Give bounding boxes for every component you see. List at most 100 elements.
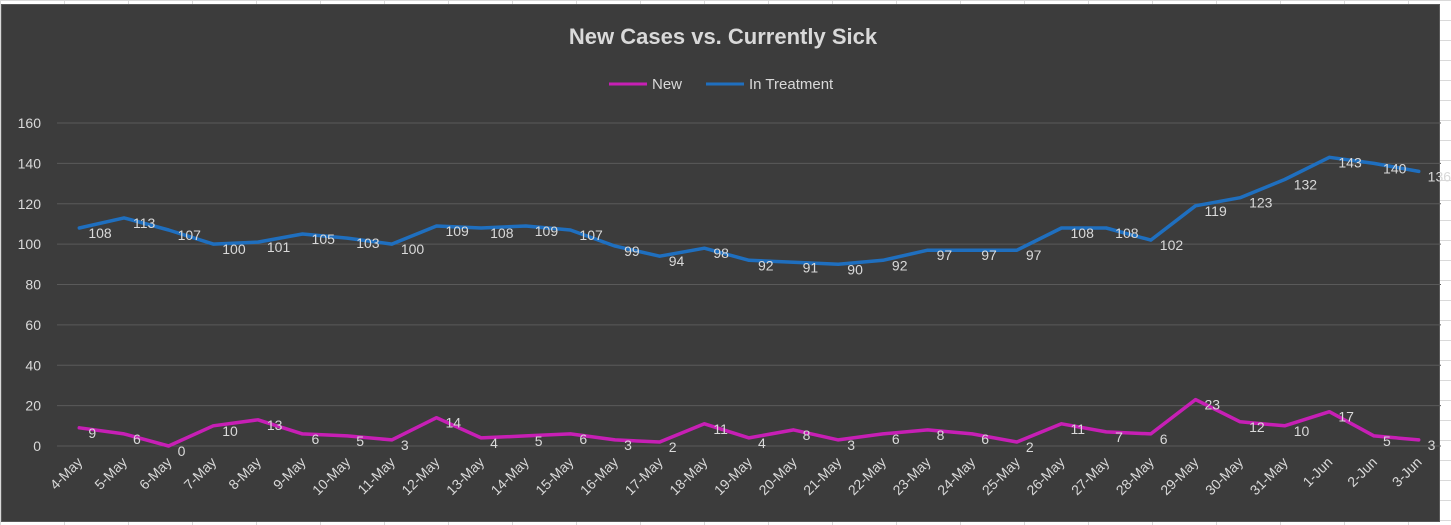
x-tick-label: 31-May xyxy=(1247,454,1291,498)
x-tick-label: 24-May xyxy=(934,454,978,498)
data-label: 5 xyxy=(356,433,364,449)
y-tick-label: 0 xyxy=(33,438,41,454)
data-label: 7 xyxy=(1115,429,1123,445)
data-label: 109 xyxy=(535,223,559,239)
data-label: 4 xyxy=(758,435,766,451)
x-tick-label: 27-May xyxy=(1068,454,1112,498)
data-label: 3 xyxy=(1428,437,1436,453)
x-tick-label: 19-May xyxy=(711,454,755,498)
data-label: 132 xyxy=(1294,177,1318,193)
x-tick-label: 20-May xyxy=(755,454,799,498)
data-label: 23 xyxy=(1204,397,1220,413)
legend-label: In Treatment xyxy=(749,76,834,93)
x-tick-label: 23-May xyxy=(889,454,933,498)
data-label: 113 xyxy=(133,215,156,231)
chart-area[interactable] xyxy=(1,4,1440,522)
data-label: 100 xyxy=(222,241,246,257)
data-label: 98 xyxy=(713,245,729,261)
x-tick-label: 10-May xyxy=(309,454,353,498)
data-label: 3 xyxy=(401,437,409,453)
series-lines xyxy=(77,155,1421,448)
data-label: 92 xyxy=(758,257,774,273)
data-label: 90 xyxy=(847,261,863,277)
data-label: 0 xyxy=(178,443,186,459)
x-tick-label: 17-May xyxy=(622,454,666,498)
series-line xyxy=(77,397,1421,448)
data-label: 97 xyxy=(981,247,997,263)
data-label: 3 xyxy=(847,437,855,453)
data-label: 2 xyxy=(1026,439,1034,455)
y-axis-ticks: 0 20 40 60 80 100 120 140 160 xyxy=(18,115,42,454)
x-tick-label: 21-May xyxy=(800,454,844,498)
x-tick-label: 29-May xyxy=(1157,454,1201,498)
y-tick-label: 80 xyxy=(25,277,41,293)
y-tick-label: 160 xyxy=(18,115,42,131)
x-tick-label: 3-Jun xyxy=(1389,454,1425,490)
data-label: 6 xyxy=(133,431,141,447)
x-tick-label: 22-May xyxy=(845,454,889,498)
x-tick-label: 28-May xyxy=(1113,454,1157,498)
data-label: 2 xyxy=(669,439,677,455)
gridlines xyxy=(57,122,1441,447)
data-label: 12 xyxy=(1249,419,1265,435)
x-tick-label: 1-Jun xyxy=(1299,454,1335,490)
data-label: 108 xyxy=(1071,225,1095,241)
data-label: 97 xyxy=(1026,247,1042,263)
data-label: 140 xyxy=(1383,160,1407,176)
data-label: 6 xyxy=(1160,431,1168,447)
data-label: 11 xyxy=(1071,421,1086,437)
data-label: 107 xyxy=(178,227,202,243)
data-label: 14 xyxy=(445,415,461,431)
data-label: 92 xyxy=(892,257,908,273)
data-label: 107 xyxy=(579,227,603,243)
data-label: 4 xyxy=(490,435,498,451)
y-tick-label: 140 xyxy=(18,155,42,171)
x-axis-ticks: 4-May 5-May 6-May 7-May 8-May 9-May 10-May 11-M… xyxy=(47,454,1425,498)
data-label: 10 xyxy=(222,423,238,439)
x-tick-label: 11-May xyxy=(354,454,398,498)
data-label: 143 xyxy=(1338,154,1362,170)
data-label: 8 xyxy=(937,427,945,443)
x-tick-label: 9-May xyxy=(270,454,309,493)
data-label: 5 xyxy=(535,433,543,449)
data-label: 5 xyxy=(1383,433,1391,449)
y-tick-label: 120 xyxy=(18,196,42,212)
y-tick-label: 20 xyxy=(25,398,41,414)
x-tick-label: 6-May xyxy=(136,454,175,493)
legend-label: New xyxy=(652,76,682,93)
x-tick-label: 25-May xyxy=(979,454,1023,498)
x-tick-label: 2-Jun xyxy=(1344,454,1380,490)
data-label: 108 xyxy=(490,225,514,241)
x-tick-label: 16-May xyxy=(577,454,621,498)
data-label: 101 xyxy=(267,239,291,255)
data-label: 94 xyxy=(669,253,685,269)
data-label: 108 xyxy=(1115,225,1139,241)
data-label: 136 xyxy=(1428,168,1451,184)
data-label: 17 xyxy=(1338,409,1354,425)
data-label: 6 xyxy=(312,431,320,447)
data-label: 100 xyxy=(401,241,425,257)
data-label: 91 xyxy=(803,259,819,275)
data-label: 119 xyxy=(1204,203,1227,219)
data-label: 97 xyxy=(937,247,953,263)
data-label: 6 xyxy=(579,431,587,447)
data-label: 109 xyxy=(445,223,469,239)
x-tick-label: 30-May xyxy=(1202,454,1246,498)
data-label: 103 xyxy=(356,235,380,251)
data-label: 8 xyxy=(803,427,811,443)
chart-title: New Cases vs. Currently Sick xyxy=(569,24,878,49)
series-line xyxy=(77,155,1421,267)
data-label: 123 xyxy=(1249,195,1273,211)
legend: New In Treatment xyxy=(609,76,834,93)
y-tick-label: 60 xyxy=(25,317,41,333)
data-label: 9 xyxy=(88,425,96,441)
data-label: 105 xyxy=(312,231,336,247)
y-tick-label: 100 xyxy=(18,236,42,252)
x-tick-label: 26-May xyxy=(1023,454,1067,498)
x-tick-label: 12-May xyxy=(398,454,442,498)
x-tick-label: 8-May xyxy=(225,454,264,493)
x-tick-label: 15-May xyxy=(532,454,576,498)
x-tick-label: 13-May xyxy=(443,454,487,498)
